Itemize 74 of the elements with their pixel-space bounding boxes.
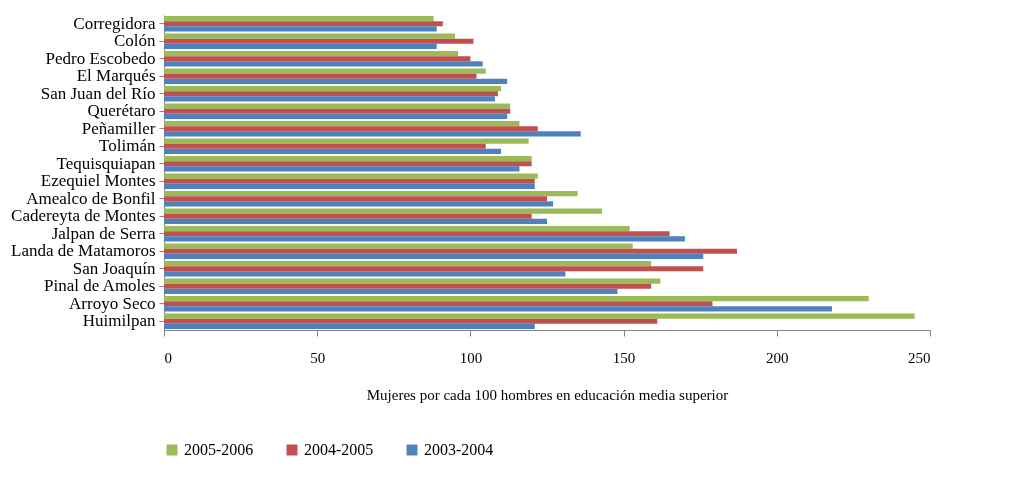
bar xyxy=(164,191,578,197)
bar xyxy=(164,131,581,137)
y-tick-label: Corregidora xyxy=(73,13,156,33)
bar xyxy=(164,208,603,214)
bar xyxy=(164,126,538,132)
bar xyxy=(164,261,652,267)
y-tick-label: Pedro Escobedo xyxy=(45,48,156,68)
legend-label: 2005-2006 xyxy=(184,441,254,458)
bar xyxy=(164,33,456,39)
x-tick-label: 0 xyxy=(164,349,172,366)
bar xyxy=(164,313,915,319)
legend-label: 2003-2004 xyxy=(424,441,494,458)
x-tick-label: 150 xyxy=(612,349,636,366)
bar xyxy=(164,21,443,27)
bar xyxy=(164,218,547,224)
bar xyxy=(164,161,532,167)
bar xyxy=(164,86,502,92)
bar xyxy=(164,323,535,329)
y-tick-label: Tequisquiapan xyxy=(56,153,156,173)
bar xyxy=(164,283,652,289)
bar xyxy=(164,108,511,114)
bar xyxy=(164,68,486,74)
y-tick-label: Arroyo Seco xyxy=(69,293,156,313)
bar xyxy=(164,43,437,49)
bar xyxy=(164,113,508,119)
bar xyxy=(164,296,869,302)
bar xyxy=(164,278,661,284)
bar xyxy=(164,318,658,324)
legend-label: 2004-2005 xyxy=(304,441,374,458)
bar xyxy=(164,253,704,259)
bar xyxy=(164,16,434,22)
y-tick-label: Cadereyta de Montes xyxy=(11,206,156,226)
bar xyxy=(164,301,713,307)
bar xyxy=(164,26,437,32)
y-tick-label: Querétaro xyxy=(87,101,156,121)
bar xyxy=(164,306,832,312)
bar xyxy=(164,183,535,189)
bar xyxy=(164,143,486,149)
bar xyxy=(164,73,477,79)
bar xyxy=(164,38,474,44)
x-tick-label: 200 xyxy=(766,349,789,366)
bar xyxy=(164,173,538,179)
bar xyxy=(164,148,502,154)
bar xyxy=(164,166,520,172)
bar xyxy=(164,271,566,277)
bar xyxy=(164,201,554,207)
bar xyxy=(164,78,508,84)
bar xyxy=(164,61,483,67)
x-tick-label: 50 xyxy=(310,349,326,366)
y-tick-label: Tolimán xyxy=(99,136,156,156)
bar xyxy=(164,213,532,219)
bar xyxy=(164,91,498,97)
x-tick-label: 100 xyxy=(459,349,483,366)
bar xyxy=(164,96,495,102)
bar xyxy=(164,231,670,237)
x-axis-title: Mujeres por cada 100 hombres en educación media superior xyxy=(366,386,729,403)
bar xyxy=(164,51,459,57)
bar xyxy=(164,288,618,294)
bar xyxy=(164,56,471,62)
y-tick-label: El Marqués xyxy=(76,66,156,86)
y-tick-label: San Joaquín xyxy=(72,258,156,278)
bar xyxy=(164,196,547,202)
bar xyxy=(164,236,685,242)
bar xyxy=(164,248,737,254)
bar xyxy=(164,138,529,144)
y-tick-label: Peñamiller xyxy=(81,118,156,138)
bar xyxy=(164,156,532,162)
bar xyxy=(164,226,630,232)
bar xyxy=(164,266,704,272)
bar xyxy=(164,103,511,109)
x-tick-label: 250 xyxy=(908,349,931,366)
bar xyxy=(164,243,633,249)
bar xyxy=(164,178,535,184)
bar xyxy=(164,121,520,127)
